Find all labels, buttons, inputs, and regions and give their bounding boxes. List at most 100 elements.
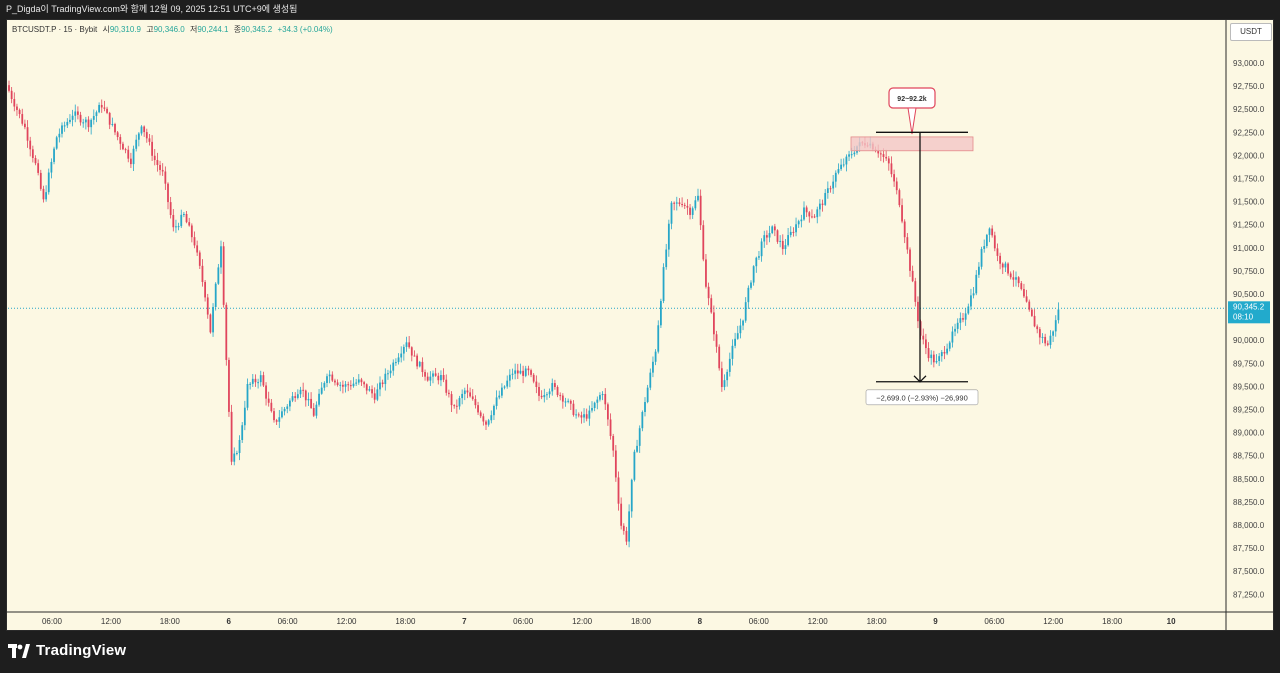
candle-body — [718, 346, 721, 369]
candle-body — [188, 222, 191, 226]
candle-body — [763, 235, 766, 242]
candle-body — [1028, 301, 1031, 310]
time-axis[interactable]: 06:00 12:00 18:00 6 06:00 12:00 18:00 7 06:00 12:… — [42, 617, 1176, 626]
candle-body — [630, 479, 633, 512]
candle-body — [848, 154, 850, 157]
candle-body — [400, 353, 403, 358]
candle-body — [254, 378, 257, 383]
candle-body — [190, 225, 193, 238]
candle-body — [140, 126, 143, 134]
candle-body — [349, 385, 352, 387]
candle-body — [795, 224, 797, 233]
candle-body — [1009, 273, 1012, 278]
candle-body — [728, 358, 731, 372]
symbol-name[interactable]: BTCUSDT.P · 15 · Bybit — [12, 25, 98, 34]
candle-body — [583, 414, 585, 418]
candle-body — [413, 355, 416, 357]
candle-body — [845, 156, 848, 165]
candle-body — [1033, 315, 1036, 327]
candle-body — [196, 245, 199, 253]
measure-label-box — [865, 389, 979, 406]
measure-label: −2,699.0 (−2.93%) −26,990 — [876, 393, 968, 402]
candle-body — [185, 213, 188, 223]
candle-body — [1057, 309, 1060, 321]
candle-body — [559, 395, 562, 397]
candle-body — [803, 207, 805, 220]
candle-body — [267, 398, 270, 403]
candle-body — [816, 209, 819, 218]
candle-body — [127, 149, 130, 159]
candle-body — [331, 374, 334, 381]
candle-body — [948, 342, 951, 349]
open-value: 90,310.9 — [109, 25, 141, 34]
caption-text: P_Digda이 TradingView.com와 함께 12월 09, 202… — [6, 4, 298, 14]
candle-body — [731, 345, 734, 359]
candle-body — [1012, 277, 1015, 280]
price-tick-label: 91,750.0 — [1233, 175, 1265, 184]
zone-callout-label: 92~92.2k — [897, 96, 926, 103]
candle-body — [646, 387, 649, 403]
candle-body — [238, 439, 241, 453]
candle-body — [214, 283, 217, 308]
candle-body — [440, 375, 442, 381]
candle-body — [842, 164, 845, 166]
low-label: 저 — [189, 25, 198, 34]
candle-body — [546, 394, 548, 396]
candle-body — [742, 320, 744, 326]
candle-body — [363, 382, 365, 385]
candle-body — [183, 213, 185, 215]
candle-body — [212, 307, 214, 333]
candle-body — [654, 351, 657, 362]
candle-body — [243, 407, 246, 426]
candle-body — [342, 384, 344, 387]
candle-body — [100, 104, 103, 108]
candle-body — [493, 405, 495, 416]
candle-body — [909, 249, 911, 271]
candle-body — [588, 410, 591, 419]
candle-body — [720, 368, 723, 388]
candle-body — [161, 169, 164, 172]
candle-body — [551, 383, 554, 392]
annotations[interactable]: 92~92.2k −2,699.0 (−2.93%) −26,990 — [850, 87, 979, 406]
candle-body — [572, 403, 575, 415]
tradingview-logo[interactable]: TradingView — [8, 642, 126, 659]
candle-body — [503, 386, 506, 388]
candle-body — [607, 404, 609, 420]
candle-body — [755, 257, 758, 267]
price-tick-label: 88,000.0 — [1233, 521, 1265, 530]
bottom-bar — [0, 632, 1280, 673]
candle-body — [1020, 283, 1023, 290]
candle-body — [220, 246, 222, 268]
candle-body — [853, 152, 856, 155]
candle-body — [824, 192, 827, 205]
candle-body — [418, 361, 421, 367]
candle-body — [424, 372, 426, 377]
currency-button[interactable]: USDT — [1230, 23, 1272, 41]
candle-body — [514, 370, 517, 374]
close-label: 종 — [233, 25, 242, 34]
candle-body — [402, 346, 405, 354]
candle-body — [381, 382, 384, 385]
candle-body — [516, 370, 519, 374]
candle-body — [490, 415, 493, 421]
candle-body — [805, 207, 808, 213]
price-axis[interactable]: 93,000.0 92,750.0 92,500.0 92,250.0 92,000.0… — [1233, 59, 1265, 599]
candle-body — [614, 450, 617, 478]
candle-body — [463, 390, 466, 394]
candle-body — [336, 382, 339, 386]
candle-body — [395, 362, 397, 364]
candle-body — [405, 342, 408, 347]
candle-body — [776, 230, 779, 242]
candle-body — [665, 249, 668, 268]
brand-name: TradingView — [36, 642, 127, 659]
candle-body — [985, 234, 988, 247]
candle-body — [106, 108, 108, 113]
candle-body — [357, 379, 360, 383]
time-tick-label: 6 — [226, 617, 231, 626]
candle-body — [840, 164, 842, 170]
chart-frame[interactable] — [6, 19, 1274, 631]
candle-body — [307, 398, 310, 401]
candle-body — [55, 137, 58, 149]
candle-body — [951, 331, 954, 343]
